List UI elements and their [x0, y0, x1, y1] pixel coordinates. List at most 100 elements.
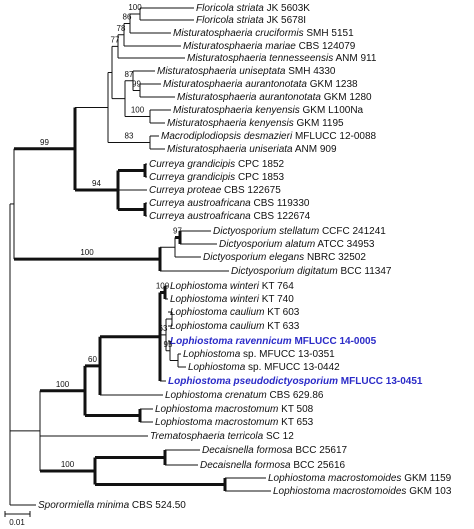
taxon-name: Lophiostoma winteri: [170, 281, 260, 292]
strain: CBS 122675: [224, 185, 281, 196]
taxon-name: Lophiostoma caulium: [170, 307, 265, 318]
strain: sp. MFUCC 13-0351: [243, 349, 335, 360]
support-value: 100: [80, 248, 94, 257]
taxon-name: Lophiostoma: [188, 362, 246, 373]
taxon-label: Lophiostoma macrostomum KT 508: [155, 404, 314, 415]
taxon-name: Decaisnella formosa: [200, 460, 291, 471]
taxon-name: Floricola striata: [196, 3, 264, 14]
strain: BCC 11347: [341, 266, 392, 277]
strain: CBS 124079: [299, 41, 356, 52]
taxon-name: Lophiostoma macrostomum: [155, 417, 278, 428]
support-value: 87: [125, 70, 134, 79]
scale-bar-label: 0.01: [9, 518, 25, 527]
support-value: 100: [56, 380, 70, 389]
taxon-label: Curreya proteae CBS 122675: [149, 185, 281, 196]
taxon-label: Lophiostoma ravennicum MFLUCC 14-0005: [170, 336, 377, 347]
taxon-name: Misturatosphaeria kenyensis: [167, 118, 294, 129]
strain: CBS 524.50: [132, 500, 186, 511]
taxon-label: Lophiostoma caulium KT 633: [170, 321, 300, 332]
strain: BCC 25616: [293, 460, 345, 471]
taxon-name: Dictyosporium elegans: [203, 252, 304, 263]
taxon-name: Misturatosphaeria aurantonotata: [163, 79, 307, 90]
taxon-label: Lophiostoma winteri KT 764: [170, 281, 294, 292]
taxon-label: Dictyosporium stellatum CCFC 241241: [213, 226, 386, 237]
strain: BCC 25617: [295, 445, 347, 456]
taxon-label: Lophiostoma crenatum CBS 629.86: [165, 390, 324, 401]
taxon-name: Curreya austroafricana: [149, 211, 251, 222]
strain: GKM 1195: [297, 118, 344, 129]
taxon-name: Misturatosphaeria uniseptata: [157, 66, 286, 77]
support-value: 86: [123, 13, 132, 22]
taxon-name: Floricola striata: [196, 15, 264, 26]
strain: CCFC 241241: [322, 226, 386, 237]
taxon-name: Lophiostoma macrostomoides: [273, 486, 406, 497]
taxon-name: Misturatosphaeria uniseriata: [167, 144, 293, 155]
taxon-name: Dictyosporium digitatum: [231, 266, 338, 277]
taxon-label: Sporormiella minima CBS 524.50: [38, 500, 186, 511]
taxon-label: Misturatosphaeria tennesseensis ANM 911: [187, 53, 377, 64]
strain: KT 603: [267, 307, 299, 318]
support-value: 60: [88, 355, 97, 364]
taxon-name: Misturatosphaeria tennesseensis: [187, 53, 333, 64]
support-value: 77: [111, 35, 120, 44]
strain: GKM 1159: [404, 473, 451, 484]
taxon-label: Lophiostoma sp. MFUCC 13-0442: [188, 362, 340, 373]
support-value: 100: [131, 106, 145, 115]
taxon-label: Misturatosphaeria kenyensis GKM L100Na: [173, 105, 364, 116]
support-value: 99: [132, 80, 141, 89]
taxon-name: Dictyosporium alatum: [219, 239, 315, 250]
taxon-name: Lophiostoma macrostomum: [155, 404, 278, 415]
taxon-label: Lophiostoma caulium KT 603: [170, 307, 300, 318]
strain: CPC 1853: [238, 172, 285, 183]
strain: JK 5678I: [267, 15, 306, 26]
strain: KT 633: [267, 321, 299, 332]
taxon-name: Lophiostoma crenatum: [165, 390, 267, 401]
strain: GKM 1280: [324, 92, 372, 103]
taxon-name: Macrodiplodiopsis desmazieri: [161, 131, 293, 142]
taxon-name: Decaisnella formosa: [202, 445, 293, 456]
taxon-name: Trematosphaeria terricola: [150, 431, 264, 442]
strain: GKM L100Na: [303, 105, 364, 116]
taxon-label: Misturatosphaeria mariae CBS 124079: [183, 41, 356, 52]
support-value: 97: [173, 227, 182, 236]
taxon-label: Dictyosporium digitatum BCC 11347: [231, 266, 392, 277]
taxon-name: Dictyosporium stellatum: [213, 226, 319, 237]
taxon-name: Lophiostoma caulium: [170, 321, 265, 332]
taxon-label: Curreya grandicipis CPC 1853: [149, 172, 285, 183]
taxon-label: Misturatosphaeria uniseriata ANM 909: [167, 144, 337, 155]
strain: NBRC 32502: [307, 252, 366, 263]
strain: sp. MFUCC 13-0442: [248, 362, 340, 373]
strain: CBS 119330: [254, 198, 310, 209]
support-value: 100: [128, 3, 142, 12]
taxon-label: Misturatosphaeria uniseptata SMH 4330: [157, 66, 336, 77]
strain: ANM 909: [295, 144, 337, 155]
taxon-label: Lophiostoma macrostomoides GKM 103: [273, 486, 452, 497]
taxon-label: Misturatosphaeria kenyensis GKM 1195: [167, 118, 344, 129]
taxon-label: Floricola striata JK 5603K: [196, 3, 310, 14]
strain: MFLUCC 13-0451: [341, 376, 423, 387]
support-value: 94: [92, 179, 101, 188]
taxon-label: Lophiostoma sp. MFUCC 13-0351: [183, 349, 335, 360]
taxon-label: Decaisnella formosa BCC 25617: [202, 445, 348, 456]
taxon-label: Decaisnella formosa BCC 25616: [200, 460, 346, 471]
taxon-label: Dictyosporium alatum ATCC 34953: [219, 239, 375, 250]
taxon-name: Misturatosphaeria mariae: [183, 41, 296, 52]
support-value: 95: [164, 340, 173, 349]
strain: JK 5603K: [267, 3, 311, 14]
strain: KT 653: [281, 417, 313, 428]
taxon-label: Lophiostoma pseudodictyosporium MFLUCC 1…: [168, 376, 423, 387]
strain: SC 12: [266, 431, 294, 442]
taxon-name: Lophiostoma ravennicum: [170, 336, 292, 347]
taxon-name: Lophiostoma macrostomoides: [268, 473, 401, 484]
strain: SMH 4330: [288, 66, 336, 77]
strain: ANM 911: [335, 53, 376, 64]
taxon-label: Lophiostoma macrostomoides GKM 1159: [268, 473, 452, 484]
strain: KT 764: [262, 281, 294, 292]
taxon-name: Lophiostoma winteri: [170, 294, 260, 305]
taxon-name: Lophiostoma: [183, 349, 241, 360]
taxon-name: Curreya proteae: [149, 185, 222, 196]
support-value: 83: [125, 132, 134, 141]
strain: ATCC 34953: [317, 239, 375, 250]
strain: CBS 629.86: [270, 390, 324, 401]
